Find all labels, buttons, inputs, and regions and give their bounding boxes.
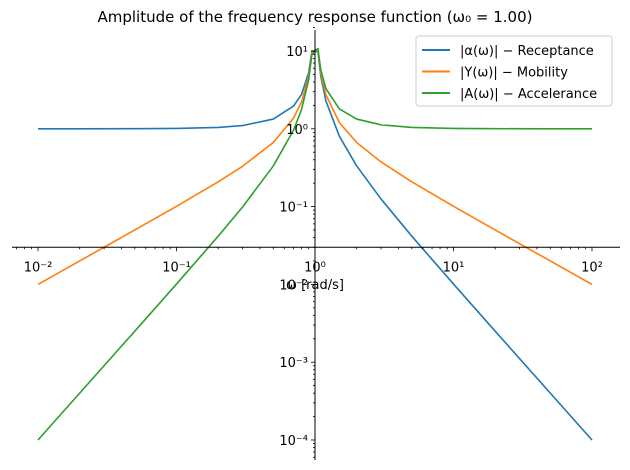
legend-label-accelerance: |A(ω)| − Accelerance xyxy=(460,87,597,102)
legend-label-receptance: |α(ω)| − Receptance xyxy=(460,44,594,59)
legend: |α(ω)| − Receptance |Y(ω)| − Mobility |A… xyxy=(415,35,613,107)
y-tick-label: 10⁻³ xyxy=(279,356,308,371)
x-tick-label: 10⁰ xyxy=(304,260,326,275)
x-tick-label: 10⁻² xyxy=(24,260,53,275)
legend-frame xyxy=(415,35,613,107)
chart-title: Amplitude of the frequency response func… xyxy=(98,8,533,26)
x-tick-label: 10² xyxy=(581,260,603,275)
y-tick-label: 10⁻² xyxy=(279,278,308,293)
y-tick-label: 10⁻⁴ xyxy=(279,434,308,449)
legend-label-mobility: |Y(ω)| − Mobility xyxy=(460,66,568,81)
y-tick-label: 10⁻¹ xyxy=(279,201,308,216)
y-tick-label: 10¹ xyxy=(286,45,308,60)
x-axis-label: ω [rad/s] xyxy=(286,278,344,293)
x-tick-label: 10¹ xyxy=(443,260,465,275)
y-tick-label: 10⁰ xyxy=(286,123,308,138)
tick-layer: 10⁻² 10⁻¹ 10⁰ 10¹ 10² 10⁻⁴ 10⁻³ 10⁻² 10⁻¹ 10⁰ 10¹ xyxy=(16,27,603,458)
x-tick-label: 10⁻¹ xyxy=(162,260,191,275)
